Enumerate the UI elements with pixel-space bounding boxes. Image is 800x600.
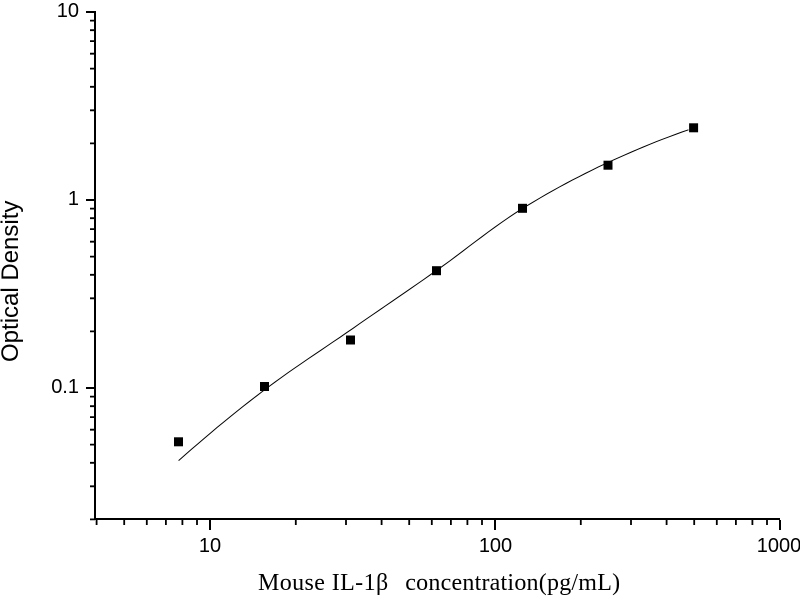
svg-text:1000: 1000 (757, 535, 800, 557)
svg-text:1: 1 (68, 188, 79, 210)
svg-text:10: 10 (199, 535, 221, 557)
svg-text:0.1: 0.1 (51, 376, 79, 398)
svg-text:10: 10 (57, 0, 79, 22)
svg-text:Optical Density: Optical Density (0, 201, 24, 362)
svg-text:100: 100 (479, 535, 512, 557)
